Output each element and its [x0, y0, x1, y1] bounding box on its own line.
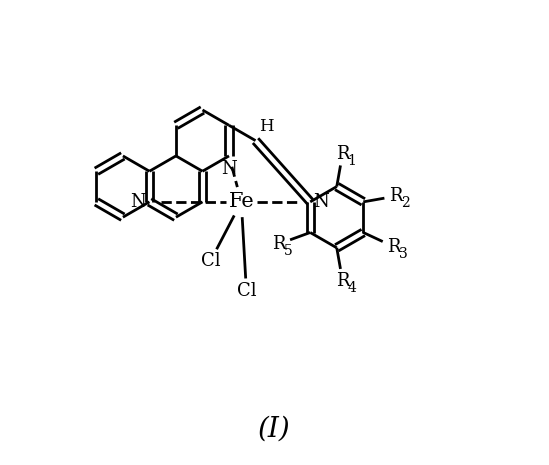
Text: 3: 3 [399, 247, 407, 261]
Text: H: H [260, 118, 274, 135]
Text: R: R [336, 272, 349, 290]
Text: 4: 4 [348, 281, 357, 295]
Text: R: R [336, 145, 349, 163]
Text: (I): (I) [258, 416, 291, 443]
Text: 1: 1 [348, 154, 357, 168]
Text: Fe: Fe [228, 193, 254, 212]
Text: R: R [386, 238, 400, 256]
Text: 2: 2 [401, 196, 410, 210]
Text: Cl: Cl [237, 282, 256, 300]
Text: R: R [272, 235, 286, 253]
Text: 5: 5 [284, 244, 293, 258]
Text: N: N [130, 193, 146, 211]
Text: R: R [389, 187, 403, 205]
Text: N: N [221, 159, 237, 178]
Text: N: N [313, 193, 329, 211]
Text: Cl: Cl [201, 252, 221, 270]
